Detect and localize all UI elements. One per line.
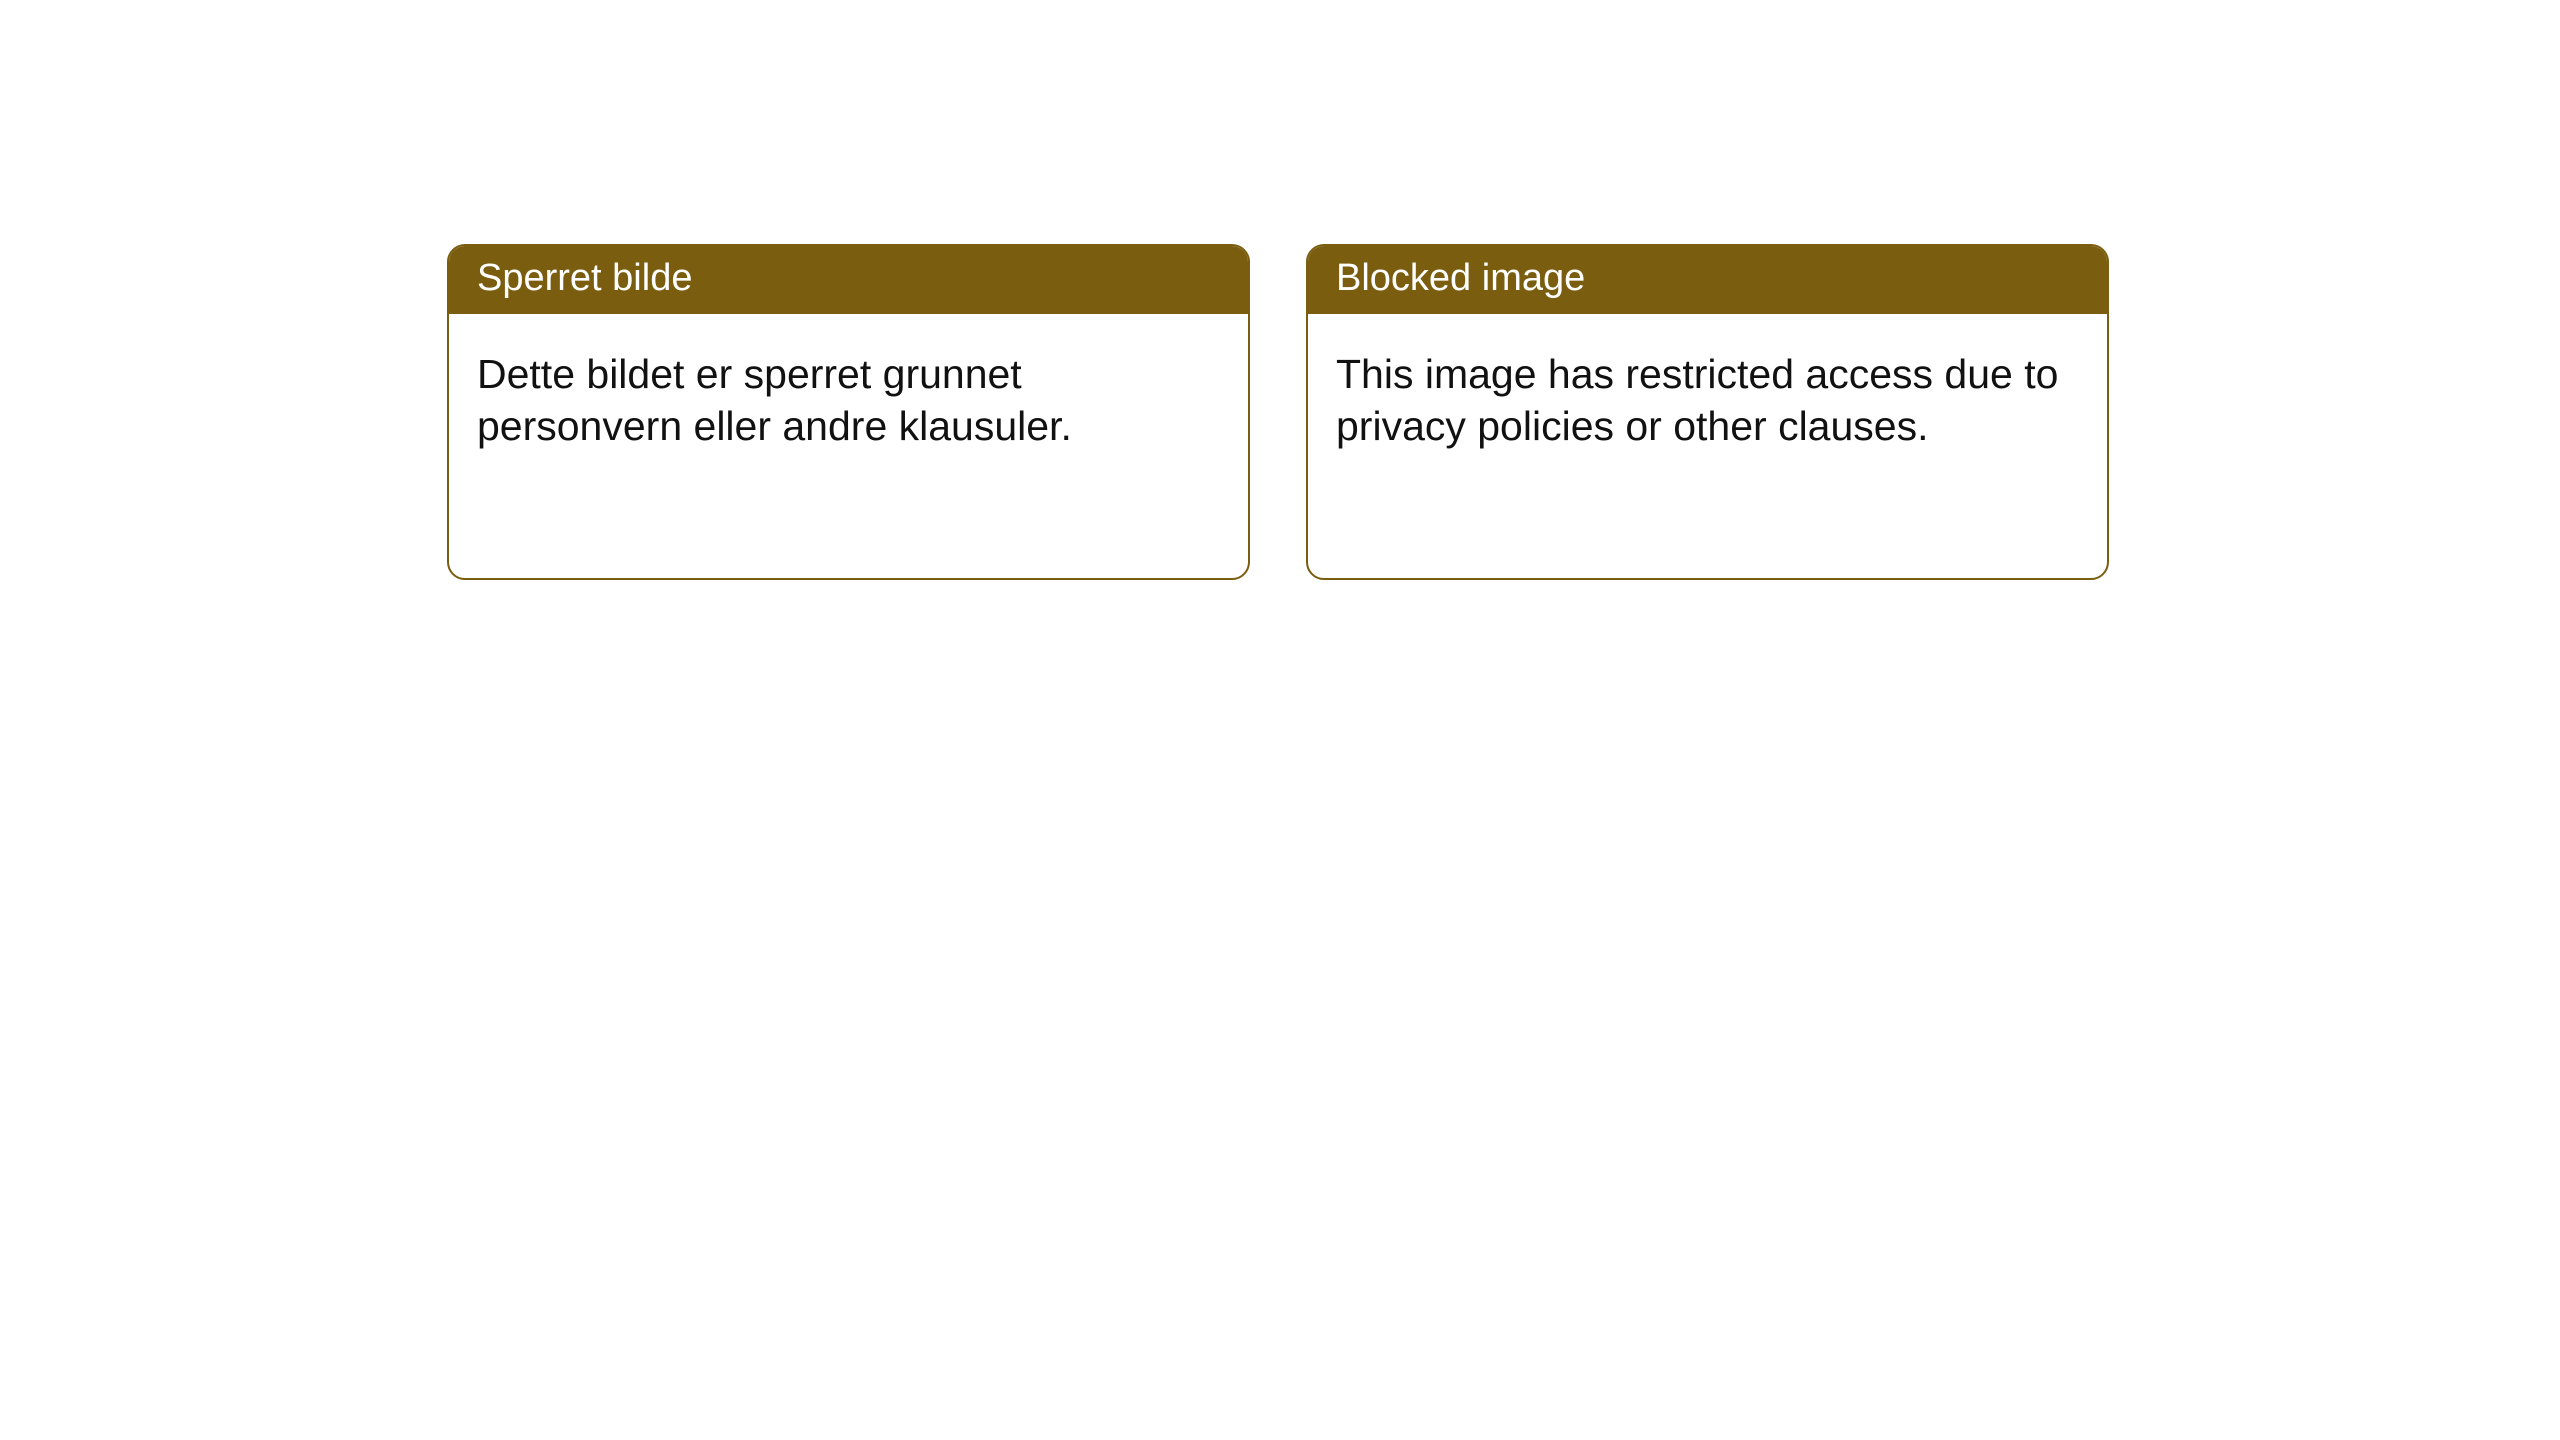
notice-card-title: Sperret bilde bbox=[449, 246, 1248, 314]
notice-card-body: Dette bildet er sperret grunnet personve… bbox=[449, 314, 1248, 481]
notice-card-english: Blocked image This image has restricted … bbox=[1306, 244, 2109, 580]
notice-cards-container: Sperret bilde Dette bildet er sperret gr… bbox=[447, 244, 2109, 580]
notice-card-title: Blocked image bbox=[1308, 246, 2107, 314]
notice-card-norwegian: Sperret bilde Dette bildet er sperret gr… bbox=[447, 244, 1250, 580]
notice-card-body: This image has restricted access due to … bbox=[1308, 314, 2107, 481]
